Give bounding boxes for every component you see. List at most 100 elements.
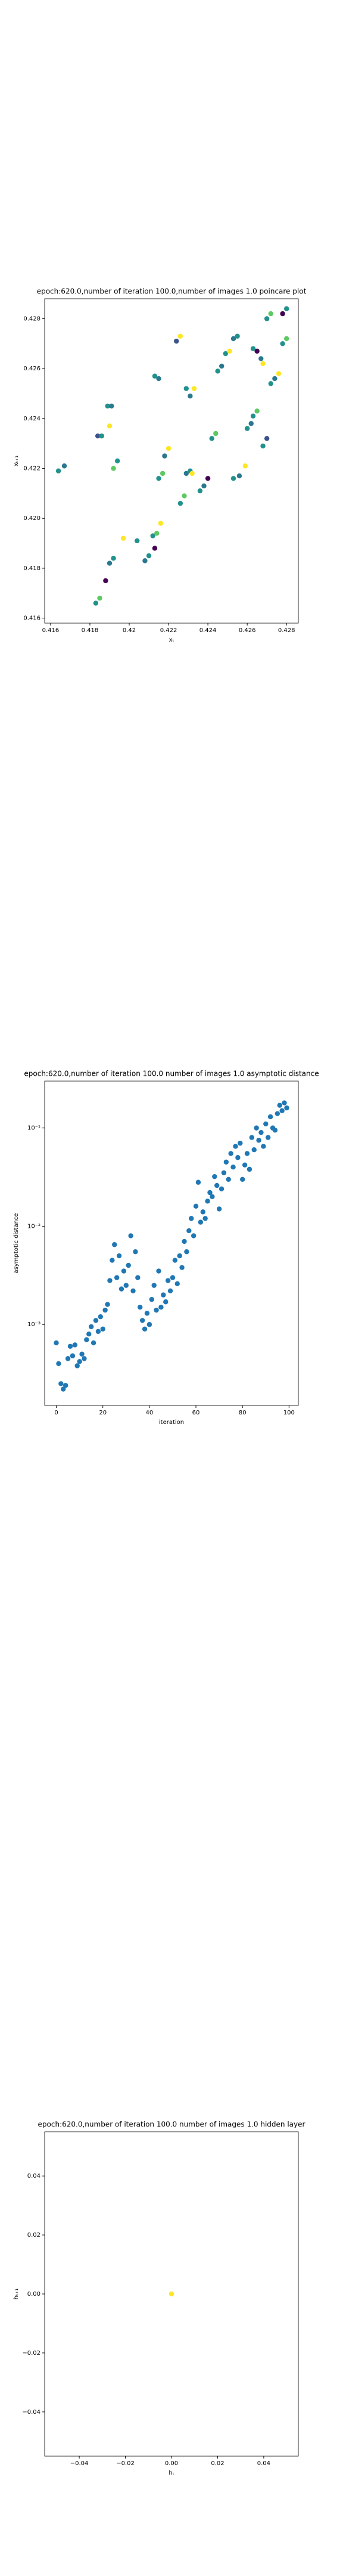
point bbox=[247, 1166, 252, 1172]
point bbox=[70, 1353, 76, 1358]
point bbox=[128, 1233, 133, 1239]
point bbox=[174, 1281, 180, 1287]
point bbox=[93, 1318, 99, 1323]
point bbox=[142, 558, 148, 564]
point bbox=[226, 1176, 231, 1182]
y-axis-label: hₜ₊₁ bbox=[13, 2289, 20, 2300]
point bbox=[130, 1288, 136, 1293]
x-tick-label: 0.424 bbox=[199, 627, 217, 634]
axes-frame bbox=[44, 2131, 299, 2457]
y-tick-label: 0.02 bbox=[27, 2232, 40, 2238]
point bbox=[142, 1326, 148, 1332]
point bbox=[161, 1292, 166, 1298]
point bbox=[135, 1275, 141, 1280]
point bbox=[149, 1296, 154, 1302]
point bbox=[109, 403, 114, 409]
point bbox=[249, 1135, 255, 1140]
point bbox=[212, 1174, 217, 1179]
point bbox=[158, 1305, 164, 1310]
y-tick-label: 10⁻¹ bbox=[27, 1125, 40, 1132]
point bbox=[82, 1356, 87, 1361]
point bbox=[197, 488, 203, 494]
x-tick-label: 0.418 bbox=[82, 627, 99, 634]
point bbox=[265, 1135, 271, 1140]
point bbox=[114, 1275, 120, 1280]
point bbox=[135, 538, 140, 544]
point bbox=[182, 493, 187, 499]
point bbox=[230, 1165, 236, 1170]
point bbox=[263, 1121, 269, 1127]
point bbox=[235, 333, 240, 339]
point bbox=[250, 346, 256, 351]
point bbox=[191, 1233, 197, 1239]
point bbox=[170, 1275, 176, 1280]
point bbox=[172, 1258, 178, 1263]
x-axis-label: xₜ bbox=[169, 637, 174, 643]
point bbox=[275, 1111, 280, 1116]
point bbox=[167, 1288, 173, 1293]
point bbox=[138, 1305, 143, 1310]
point bbox=[242, 463, 248, 469]
point bbox=[283, 306, 289, 311]
point bbox=[251, 1147, 257, 1153]
point bbox=[219, 1186, 224, 1191]
x-tick-label: 80 bbox=[239, 1410, 247, 1416]
point bbox=[230, 336, 236, 342]
point bbox=[182, 1239, 187, 1244]
point bbox=[95, 433, 101, 439]
point bbox=[154, 1307, 159, 1313]
point bbox=[233, 1144, 238, 1149]
point bbox=[95, 1329, 101, 1335]
point bbox=[107, 423, 113, 429]
point bbox=[216, 1206, 222, 1212]
x-tick-label: −0.04 bbox=[70, 2460, 89, 2467]
point bbox=[205, 1199, 210, 1204]
x-tick-label: 0.428 bbox=[278, 627, 295, 634]
point bbox=[198, 1219, 204, 1225]
point bbox=[260, 361, 266, 366]
x-tick-label: 0.416 bbox=[42, 627, 60, 634]
point bbox=[283, 336, 289, 342]
point bbox=[154, 531, 160, 536]
point bbox=[254, 1125, 259, 1131]
point bbox=[177, 1253, 182, 1259]
y-tick-label: 0.428 bbox=[23, 315, 40, 322]
chart-title: epoch:620.0,number of iteration 100.0,nu… bbox=[37, 287, 307, 296]
point bbox=[77, 1359, 82, 1364]
x-tick-label: 100 bbox=[283, 1410, 295, 1416]
point bbox=[201, 483, 207, 489]
point bbox=[102, 1307, 108, 1313]
point bbox=[250, 413, 256, 419]
point bbox=[156, 376, 161, 382]
point bbox=[55, 468, 61, 473]
point bbox=[184, 1249, 189, 1255]
point bbox=[98, 1314, 103, 1320]
point bbox=[177, 333, 183, 339]
point bbox=[99, 433, 104, 439]
point bbox=[121, 1268, 127, 1274]
point bbox=[112, 1242, 117, 1247]
point bbox=[110, 1258, 115, 1263]
x-tick-label: 0 bbox=[54, 1410, 58, 1416]
point bbox=[261, 1144, 266, 1149]
point bbox=[215, 369, 220, 374]
point bbox=[214, 1182, 220, 1188]
point bbox=[280, 341, 285, 346]
point bbox=[193, 1203, 199, 1209]
point bbox=[213, 431, 219, 436]
point bbox=[260, 443, 266, 449]
point bbox=[189, 470, 195, 476]
x-tick-label: 0.42 bbox=[123, 627, 136, 634]
point bbox=[156, 1268, 161, 1274]
point bbox=[205, 476, 211, 481]
chart-title: epoch:620.0,number of iteration 100.0 nu… bbox=[38, 2120, 305, 2129]
point bbox=[97, 595, 102, 601]
point bbox=[72, 1342, 78, 1348]
point bbox=[268, 311, 273, 317]
point bbox=[183, 386, 189, 391]
point bbox=[120, 535, 126, 541]
point bbox=[254, 348, 260, 354]
point bbox=[107, 561, 113, 566]
point bbox=[144, 1311, 150, 1316]
